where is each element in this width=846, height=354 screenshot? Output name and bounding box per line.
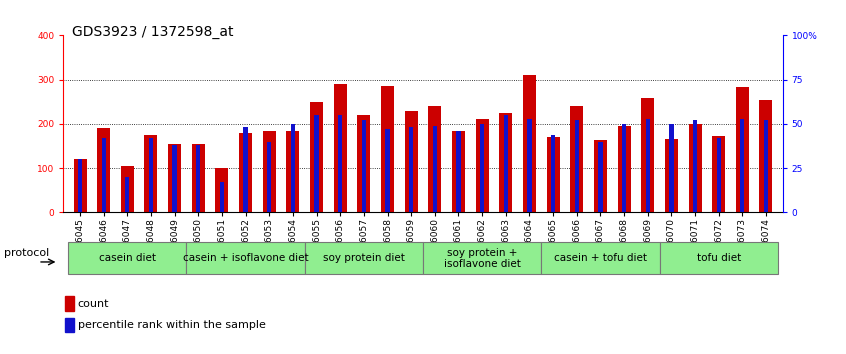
- Text: protocol: protocol: [4, 248, 49, 258]
- Bar: [404, 110, 418, 212]
- Bar: [736, 87, 749, 212]
- Bar: [523, 75, 536, 212]
- Bar: [386, 129, 390, 212]
- Bar: [239, 133, 252, 212]
- Bar: [574, 120, 579, 212]
- Bar: [121, 166, 134, 212]
- Bar: [618, 126, 630, 212]
- Bar: [287, 131, 299, 212]
- Bar: [669, 124, 673, 212]
- Text: GDS3923 / 1372598_at: GDS3923 / 1372598_at: [72, 25, 233, 39]
- Bar: [622, 124, 626, 212]
- Text: casein + isoflavone diet: casein + isoflavone diet: [183, 253, 309, 263]
- Bar: [125, 177, 129, 212]
- Bar: [338, 115, 343, 212]
- Bar: [717, 138, 721, 212]
- Bar: [192, 144, 205, 212]
- Bar: [452, 131, 465, 212]
- Bar: [594, 140, 607, 212]
- Bar: [428, 106, 442, 212]
- Bar: [570, 106, 583, 212]
- Bar: [598, 142, 602, 212]
- Bar: [78, 159, 82, 212]
- Bar: [503, 115, 508, 212]
- Bar: [333, 84, 347, 212]
- Bar: [305, 242, 423, 274]
- Text: casein + tofu diet: casein + tofu diet: [554, 253, 647, 263]
- Bar: [456, 131, 460, 212]
- Bar: [527, 119, 531, 212]
- Bar: [102, 138, 106, 212]
- Bar: [740, 119, 744, 212]
- Text: soy protein +
isoflavone diet: soy protein + isoflavone diet: [443, 247, 520, 269]
- Bar: [149, 138, 153, 212]
- Bar: [291, 124, 295, 212]
- Bar: [362, 120, 366, 212]
- Bar: [480, 124, 484, 212]
- Bar: [541, 242, 660, 274]
- Bar: [145, 135, 157, 212]
- Bar: [499, 113, 513, 212]
- Bar: [551, 135, 555, 212]
- Bar: [216, 168, 228, 212]
- Bar: [475, 120, 489, 212]
- Bar: [357, 115, 371, 212]
- Bar: [760, 99, 772, 212]
- Bar: [69, 242, 186, 274]
- Bar: [186, 242, 305, 274]
- Text: tofu diet: tofu diet: [696, 253, 741, 263]
- Bar: [220, 182, 224, 212]
- Bar: [432, 126, 437, 212]
- Bar: [65, 296, 74, 311]
- Bar: [244, 127, 248, 212]
- Bar: [641, 98, 654, 212]
- Bar: [547, 137, 559, 212]
- Bar: [693, 120, 697, 212]
- Bar: [660, 242, 777, 274]
- Text: percentile rank within the sample: percentile rank within the sample: [78, 320, 266, 330]
- Text: casein diet: casein diet: [99, 253, 156, 263]
- Bar: [267, 142, 272, 212]
- Bar: [310, 102, 323, 212]
- Bar: [409, 127, 414, 212]
- Bar: [173, 145, 177, 212]
- Bar: [423, 242, 541, 274]
- Bar: [97, 128, 110, 212]
- Bar: [645, 119, 650, 212]
- Bar: [381, 86, 394, 212]
- Bar: [315, 115, 319, 212]
- Bar: [712, 136, 725, 212]
- Bar: [665, 139, 678, 212]
- Bar: [689, 124, 701, 212]
- Bar: [263, 131, 276, 212]
- Bar: [196, 145, 201, 212]
- Bar: [74, 159, 86, 212]
- Bar: [65, 318, 74, 332]
- Text: soy protein diet: soy protein diet: [323, 253, 404, 263]
- Text: count: count: [78, 299, 109, 309]
- Bar: [764, 120, 768, 212]
- Bar: [168, 144, 181, 212]
